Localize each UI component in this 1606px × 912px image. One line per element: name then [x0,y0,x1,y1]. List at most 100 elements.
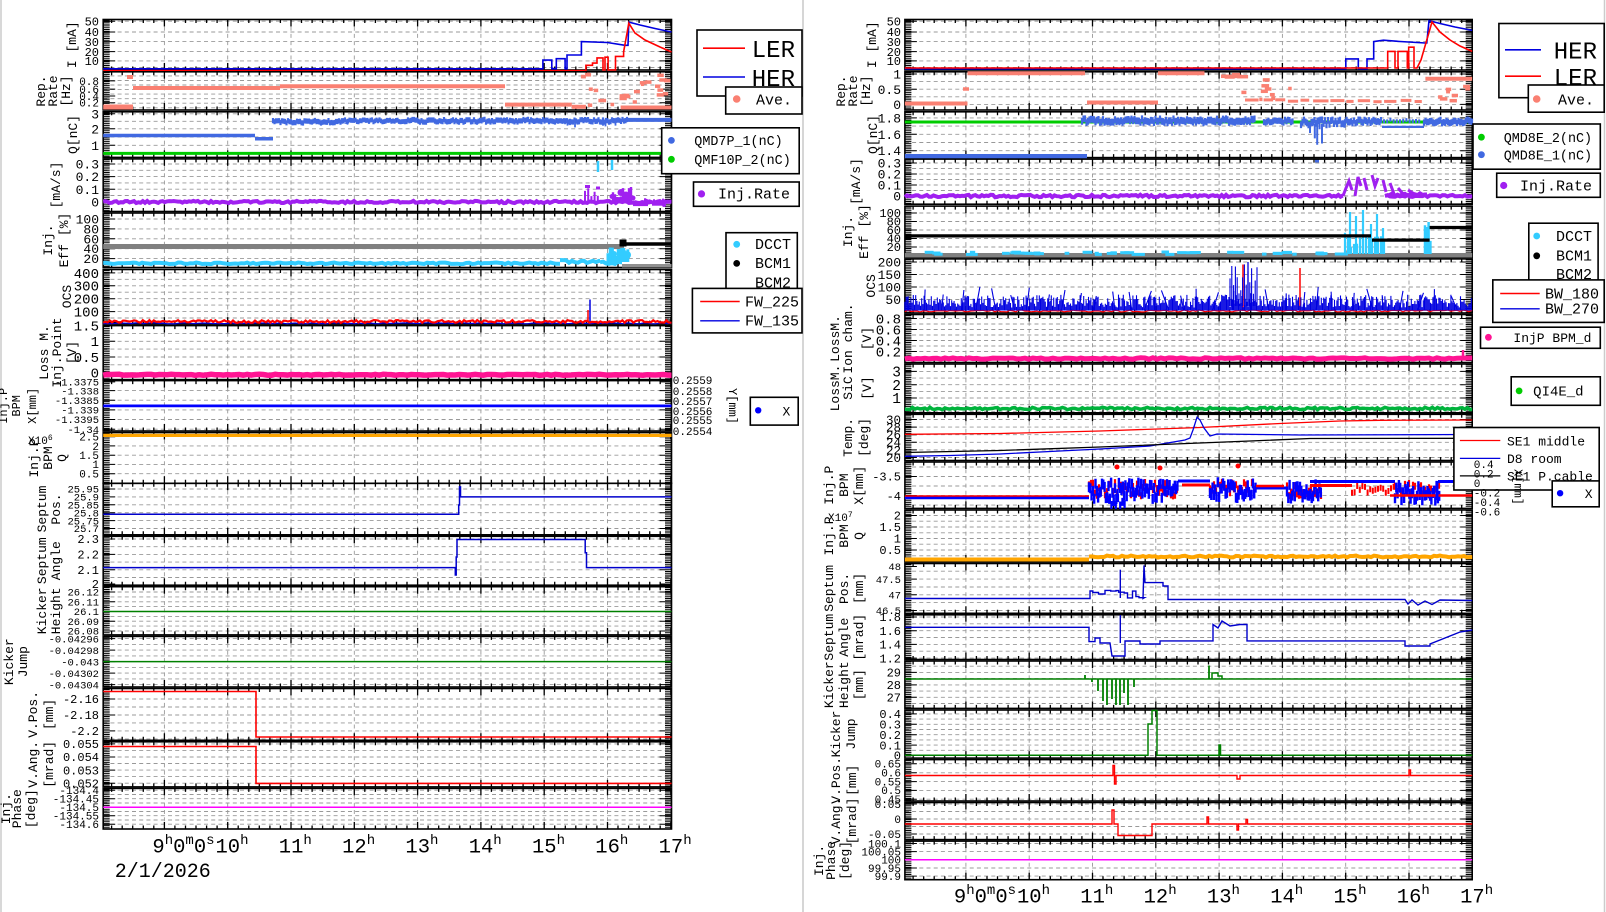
svg-text:0.65: 0.65 [875,760,901,772]
svg-text:QMF10P_2(nC): QMF10P_2(nC) [694,154,790,169]
svg-text:Inj.P: Inj.P [0,388,11,424]
svg-text:100: 100 [881,856,901,868]
svg-text:0: 0 [893,98,901,113]
svg-text:V.Pos.: V.Pos. [829,757,844,804]
svg-text:X[mm]: X[mm] [1511,469,1525,505]
svg-text:0.6: 0.6 [881,769,901,781]
svg-text:-1.3385: -1.3385 [55,396,99,408]
svg-text:2: 2 [892,379,901,395]
svg-text:9h0m0s: 9h0m0s [152,833,214,860]
svg-text:X: X [782,404,790,419]
svg-text:3: 3 [91,107,99,122]
svg-text:Q[nC]: Q[nC] [66,115,81,154]
svg-text:-134.6: -134.6 [59,820,99,832]
svg-text:26.1: 26.1 [74,607,99,619]
svg-text:[mrad]: [mrad] [42,741,57,788]
svg-text:BCM1: BCM1 [755,256,791,273]
svg-text:Q: Q [852,532,867,540]
svg-text:0.2555: 0.2555 [673,416,713,428]
svg-text:V.Ang.: V.Ang. [829,798,844,845]
svg-text:2: 2 [91,122,99,137]
svg-text:-134.4: -134.4 [59,786,99,798]
svg-text:0.4: 0.4 [1474,460,1494,472]
svg-text:Eff [%]: Eff [%] [57,213,72,268]
svg-text:X[mm]: X[mm] [26,388,40,424]
svg-text:0.4: 0.4 [876,334,901,350]
svg-text:2.5: 2.5 [79,433,99,445]
svg-text:46.5: 46.5 [876,606,901,618]
svg-text:[deg]: [deg] [24,789,39,828]
svg-text:0: 0 [894,815,901,827]
svg-text:SE1 middle: SE1 middle [1507,434,1585,449]
svg-text:Septum: Septum [35,485,50,532]
svg-text:3: 3 [892,366,901,382]
svg-text:1.6: 1.6 [879,625,901,639]
svg-text:200: 200 [74,293,99,309]
svg-text:100: 100 [74,306,99,322]
svg-text:0.3: 0.3 [76,158,99,173]
svg-text:0.4: 0.4 [79,92,99,104]
svg-text:[deg]: [deg] [838,841,853,880]
svg-text:[V]: [V] [65,341,80,364]
svg-text:40: 40 [83,242,99,257]
svg-text:0: 0 [91,195,99,210]
svg-text:0.2: 0.2 [876,345,901,361]
svg-text:100.1: 100.1 [868,839,901,851]
svg-text:-2.16: -2.16 [63,693,99,707]
svg-text:0.45: 0.45 [875,795,901,807]
svg-text:0.55: 0.55 [875,778,901,790]
svg-text:47.5: 47.5 [876,575,901,587]
svg-text:0.1: 0.1 [76,183,100,198]
svg-text:-134.45: -134.45 [53,795,99,807]
svg-text:Ave.: Ave. [756,93,792,110]
svg-text:40: 40 [887,26,901,40]
svg-text:0.1: 0.1 [879,739,901,753]
svg-text:Height: Height [837,661,852,708]
svg-text:10: 10 [887,55,901,69]
svg-text:Inj.: Inj. [841,216,856,247]
svg-text:-0.04302: -0.04302 [49,669,99,681]
svg-text:Inj.Rate: Inj.Rate [1520,178,1592,195]
svg-text:-134.55: -134.55 [53,812,99,824]
svg-text:-0.043: -0.043 [61,657,99,669]
svg-text:-0.04304: -0.04304 [49,680,99,692]
svg-text:0.4: 0.4 [879,708,901,722]
svg-text:99.9: 99.9 [875,872,901,884]
svg-text:0.5: 0.5 [878,83,901,98]
svg-text:BW_270: BW_270 [1545,302,1599,319]
svg-text:BPM: BPM [837,524,852,547]
svg-text:[Hz]: [Hz] [859,75,874,106]
svg-text:30: 30 [887,36,901,50]
svg-text:0.053: 0.053 [63,764,99,778]
svg-text:1.5: 1.5 [879,521,901,535]
svg-text:80: 80 [887,216,901,230]
svg-text:1.6: 1.6 [878,128,901,143]
svg-text:QI4E_d: QI4E_d [1533,385,1583,401]
svg-text:20: 20 [887,241,901,255]
svg-text:[mrad]: [mrad] [852,614,867,661]
svg-text:100: 100 [76,213,99,228]
svg-text:BPM: BPM [837,473,852,496]
svg-text:0.054: 0.054 [63,751,99,765]
svg-text:[V]: [V] [860,376,875,399]
svg-text:1.4: 1.4 [878,144,902,159]
svg-text:Kicker: Kicker [2,638,17,685]
svg-text:2/1/2026: 2/1/2026 [115,861,211,884]
svg-text:X: X [1585,487,1593,502]
svg-text:InjP BPM_d: InjP BPM_d [1513,331,1591,346]
svg-text:Jump: Jump [16,646,31,677]
svg-text:1.8: 1.8 [878,112,901,127]
svg-text:-3.5: -3.5 [872,471,901,485]
svg-text:Septum: Septum [822,565,837,612]
svg-text:400: 400 [74,267,99,283]
svg-text:0.3: 0.3 [879,719,901,733]
svg-text:[V]: [V] [860,327,875,350]
svg-text:0: 0 [91,367,99,383]
svg-text:Kicker: Kicker [829,711,844,758]
svg-text:-1.3395: -1.3395 [55,415,99,427]
svg-text:QMD8E_1(nC): QMD8E_1(nC) [1504,150,1592,165]
svg-text:2.3: 2.3 [77,533,99,547]
svg-text:Inj.: Inj. [812,845,827,876]
svg-text:-0.6: -0.6 [1474,507,1500,519]
svg-text:[mA/s]: [mA/s] [849,158,864,205]
